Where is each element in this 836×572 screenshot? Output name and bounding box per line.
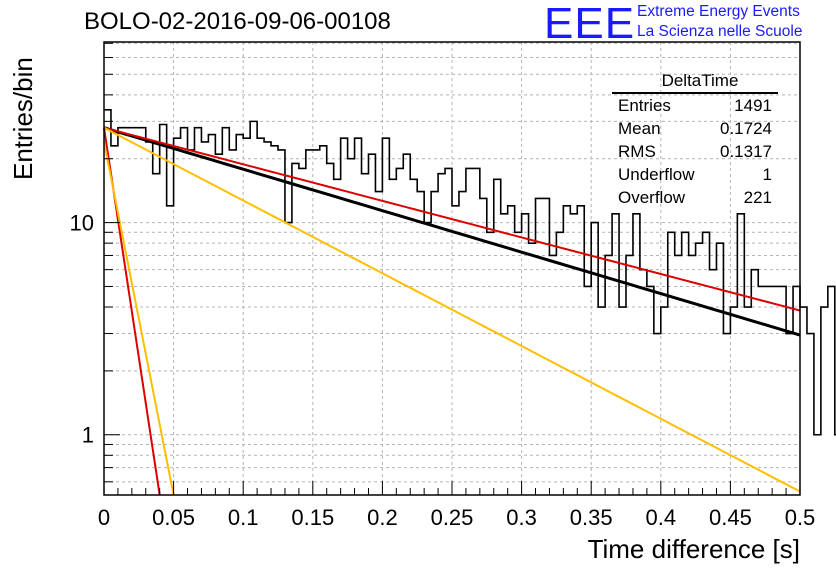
x-tick-label: 0.05 (152, 505, 195, 530)
org-line-2: La Scienza nelle Scuole (637, 23, 803, 40)
eee-logo: EEE (544, 0, 636, 48)
x-tick-label: 0.15 (291, 505, 334, 530)
x-tick-label: 0.25 (431, 505, 474, 530)
stats-value: 1 (762, 165, 772, 184)
x-tick-label: 0.45 (709, 505, 752, 530)
x-tick-label: 0.1 (228, 505, 259, 530)
stats-label: Overflow (618, 188, 686, 207)
stats-value: 0.1317 (720, 142, 772, 161)
stats-label: Mean (618, 119, 661, 138)
y-tick-labels: 1 10 (70, 211, 94, 448)
stats-box: DeltaTime Entries 1491 Mean 0.1724 RMS 0.13… (612, 70, 778, 209)
axis-ticks (103, 42, 801, 495)
fit-line (103, 126, 801, 312)
x-tick-label: 0 (98, 505, 110, 530)
stats-value: 1491 (734, 96, 772, 115)
plot-title: BOLO-02-2016-09-06-00108 (84, 8, 391, 35)
y-axis-label: Entries/bin (8, 57, 38, 180)
x-tick-label: 0.3 (506, 505, 537, 530)
fit-lines (103, 126, 801, 496)
grid-lines (104, 42, 800, 495)
stats-label: Entries (618, 96, 671, 115)
x-tick-label: 0.5 (785, 505, 816, 530)
stats-value: 221 (743, 188, 772, 207)
stats-box-name: DeltaTime (612, 70, 778, 94)
fit-line (103, 126, 801, 337)
x-tick-label: 0.35 (570, 505, 613, 530)
fit-line (103, 141, 175, 496)
y-tick-label: 10 (70, 211, 94, 236)
x-tick-label: 0.2 (367, 505, 398, 530)
fit-line (103, 126, 801, 493)
stats-row-entries: Entries 1491 (612, 94, 778, 117)
stats-row-mean: Mean 0.1724 (612, 117, 778, 140)
stats-label: Underflow (618, 165, 695, 184)
stats-row-overflow: Overflow 221 (612, 186, 778, 209)
stats-value: 0.1724 (720, 119, 772, 138)
x-tick-label: 0.4 (646, 505, 677, 530)
stats-row-underflow: Underflow 1 (612, 163, 778, 186)
y-tick-label: 1 (82, 423, 94, 448)
org-line-1: Extreme Energy Events (637, 3, 800, 20)
organization-label: Extreme Energy Events La Scienza nelle S… (637, 2, 802, 42)
stats-row-rms: RMS 0.1317 (612, 140, 778, 163)
stats-label: RMS (618, 142, 656, 161)
x-axis-label: Time difference [s] (587, 534, 800, 564)
x-tick-labels: 0 0.05 0.1 0.15 0.2 0.25 0.3 0.35 0.4 0.45 0.5 (98, 505, 815, 530)
